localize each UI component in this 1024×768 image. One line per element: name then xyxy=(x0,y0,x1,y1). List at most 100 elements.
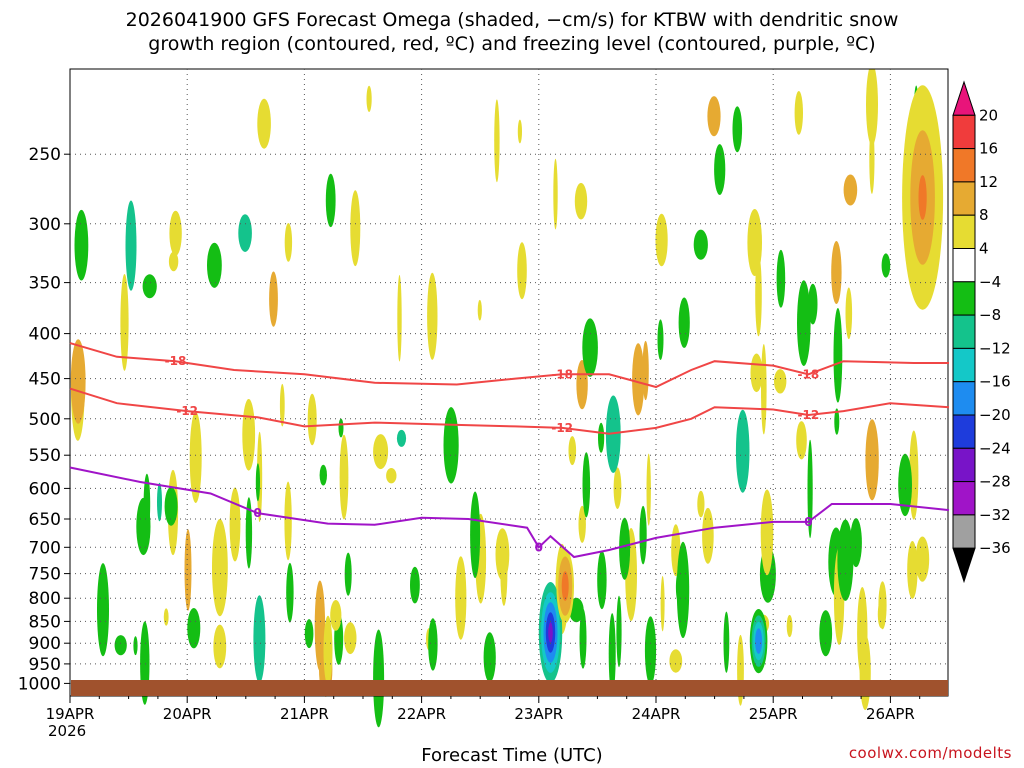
y-tick-label: 700 xyxy=(29,538,61,558)
omega-cell xyxy=(314,580,326,671)
omega-cell xyxy=(553,158,558,230)
colorbar-bottom-arrow xyxy=(952,547,976,584)
colorbar-tick-label: −32 xyxy=(979,506,1011,524)
contour-line xyxy=(69,342,949,389)
omega-cell xyxy=(598,422,605,453)
omega-cell xyxy=(619,517,631,580)
colorbar-tick-label: 4 xyxy=(979,240,989,258)
omega-cell xyxy=(323,615,333,685)
omega-cell xyxy=(207,242,222,288)
colorbar-swatch xyxy=(952,514,976,549)
omega-cell xyxy=(163,608,169,626)
omega-cell xyxy=(845,287,853,340)
omega-cell xyxy=(169,210,182,256)
omega-cell xyxy=(693,229,708,260)
omega-cell xyxy=(428,618,438,671)
omega-cell xyxy=(373,629,385,728)
omega-cell xyxy=(660,576,665,632)
omega-cell xyxy=(833,308,843,403)
contour-line xyxy=(69,466,950,559)
omega-cell xyxy=(74,209,89,281)
omega-cell xyxy=(212,519,228,617)
contour-label: 0 xyxy=(535,540,543,554)
omega-cell xyxy=(774,369,787,394)
omega-cell xyxy=(597,550,607,610)
omega-cell xyxy=(632,343,645,416)
omega-cell xyxy=(644,616,657,685)
omega-cell xyxy=(164,486,178,526)
omega-cell xyxy=(483,632,496,683)
colorbar-tick-label: 20 xyxy=(979,106,998,124)
y-tick-label: 750 xyxy=(29,565,61,585)
y-tick-label: 800 xyxy=(29,589,61,609)
y-tick-label: 400 xyxy=(29,325,61,345)
y-tick-label: 1000 xyxy=(18,674,61,694)
contour-label: -12 xyxy=(551,421,573,435)
colorbar-swatch xyxy=(952,381,976,416)
omega-cell xyxy=(125,200,137,291)
colorbar-swatch xyxy=(952,447,976,483)
omega-cell xyxy=(639,505,647,565)
omega-cell xyxy=(834,408,840,435)
omega-cell xyxy=(245,497,253,569)
omega-cell xyxy=(642,340,649,401)
omega-cell xyxy=(707,96,721,137)
contour-label: -18 xyxy=(165,354,187,368)
omega-cell xyxy=(133,636,138,656)
contour-label: -12 xyxy=(798,408,820,422)
contour-label: -18 xyxy=(551,367,573,381)
omega-cell xyxy=(761,344,767,435)
omega-cell xyxy=(325,173,336,228)
omega-cell xyxy=(114,635,127,656)
colorbar-swatch xyxy=(952,181,976,216)
omega-cell xyxy=(794,91,803,135)
omega-cell xyxy=(819,610,833,657)
colorbar-swatch xyxy=(952,281,976,316)
mask-left xyxy=(0,0,70,768)
omega-cell xyxy=(760,489,774,576)
contour-label: -18 xyxy=(798,367,820,381)
omega-cell xyxy=(255,463,260,502)
y-tick-label: 500 xyxy=(29,410,61,430)
omega-cell xyxy=(500,540,508,606)
omega-cell xyxy=(747,209,762,276)
contour-line xyxy=(69,387,950,435)
contour-label: 0 xyxy=(253,506,261,520)
omega-cell xyxy=(257,98,271,149)
omega-cell xyxy=(831,241,842,304)
omega-cell xyxy=(907,541,918,599)
x-tick-label: 21APR xyxy=(280,705,329,723)
omega-cell xyxy=(494,99,500,183)
omega-cell xyxy=(269,271,278,327)
omega-cell xyxy=(750,353,763,393)
omega-cell xyxy=(837,519,854,601)
y-tick-label: 850 xyxy=(29,612,61,632)
omega-cell xyxy=(735,409,750,493)
y-axis: 2503003504004505005506006507007508008509… xyxy=(18,145,70,694)
omega-cell xyxy=(477,299,482,321)
grid-lines xyxy=(70,69,948,696)
y-tick-label: 350 xyxy=(29,274,61,294)
omega-cell xyxy=(319,464,327,486)
y-tick-label: 300 xyxy=(29,215,61,235)
omega-cell xyxy=(157,482,162,522)
omega-cell xyxy=(808,283,818,325)
chart-title-line2: growth region (contoured, red, ºC) and f… xyxy=(148,33,876,55)
credit-link[interactable]: coolwx.com/modelts xyxy=(848,744,1012,762)
omega-cell xyxy=(563,578,568,594)
omega-cell xyxy=(284,481,292,561)
omega-cell xyxy=(366,85,372,112)
colorbar-swatch xyxy=(952,347,976,383)
ground-surface xyxy=(71,680,948,696)
omega-cell xyxy=(756,634,761,648)
colorbar-tick-label: 8 xyxy=(979,206,989,224)
x-tick-label: 23APR xyxy=(514,705,563,723)
omega-cell xyxy=(548,622,553,643)
contour-label: 0 xyxy=(804,515,812,529)
colorbar-tick-label: −20 xyxy=(979,406,1011,424)
y-tick-label: 950 xyxy=(29,655,61,675)
omega-cell xyxy=(678,297,690,348)
x-tick-label: 26APR xyxy=(866,705,915,723)
omega-cell xyxy=(386,468,397,484)
